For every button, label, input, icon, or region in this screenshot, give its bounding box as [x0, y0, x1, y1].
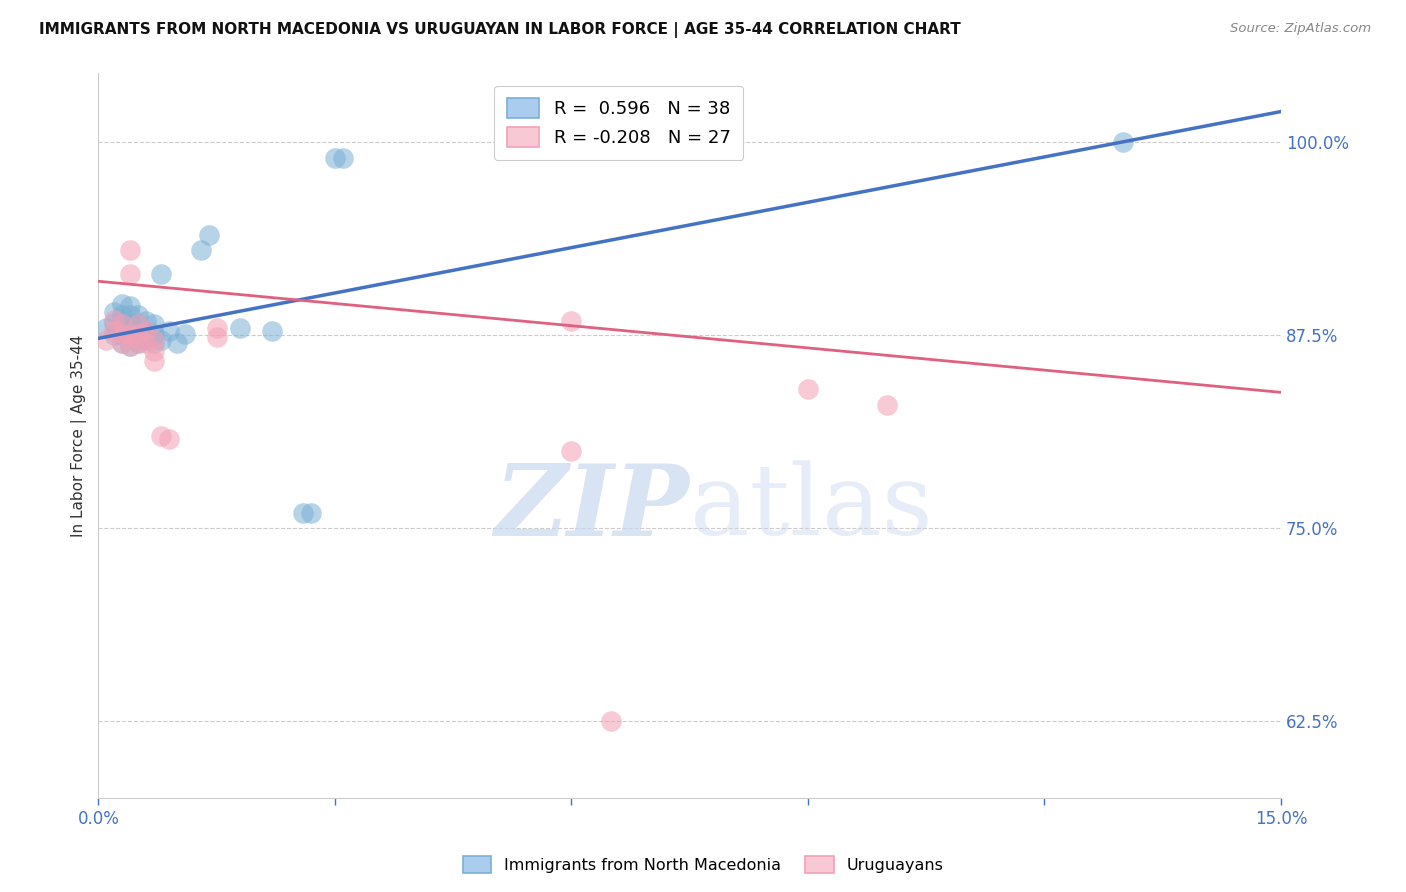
- Point: [135, 324, 157, 338]
- Point: [111, 308, 134, 322]
- Point: [127, 336, 149, 351]
- Point: [142, 318, 165, 332]
- Point: [150, 267, 173, 281]
- Point: [127, 336, 149, 351]
- Point: [118, 328, 141, 343]
- Point: [127, 326, 149, 341]
- Point: [190, 244, 212, 258]
- Point: [142, 343, 165, 358]
- Point: [103, 328, 125, 343]
- Point: [135, 333, 157, 347]
- Point: [103, 313, 125, 327]
- Point: [118, 267, 141, 281]
- Point: [157, 432, 180, 446]
- Point: [111, 318, 134, 332]
- Legend: Immigrants from North Macedonia, Uruguayans: Immigrants from North Macedonia, Uruguay…: [456, 849, 950, 880]
- Point: [135, 314, 157, 328]
- Point: [150, 428, 173, 442]
- Point: [118, 339, 141, 353]
- Point: [118, 308, 141, 322]
- Point: [797, 382, 820, 396]
- Text: Source: ZipAtlas.com: Source: ZipAtlas.com: [1230, 22, 1371, 36]
- Point: [111, 297, 134, 311]
- Point: [150, 333, 173, 347]
- Point: [142, 333, 165, 347]
- Point: [142, 326, 165, 341]
- Point: [332, 151, 354, 165]
- Point: [103, 324, 125, 338]
- Point: [135, 336, 157, 351]
- Point: [599, 714, 621, 728]
- Point: [135, 324, 157, 338]
- Point: [229, 320, 252, 334]
- Text: IMMIGRANTS FROM NORTH MACEDONIA VS URUGUAYAN IN LABOR FORCE | AGE 35-44 CORRELAT: IMMIGRANTS FROM NORTH MACEDONIA VS URUGU…: [39, 22, 962, 38]
- Legend: R =  0.596   N = 38, R = -0.208   N = 27: R = 0.596 N = 38, R = -0.208 N = 27: [494, 86, 744, 160]
- Point: [96, 333, 118, 347]
- Point: [127, 318, 149, 332]
- Point: [111, 336, 134, 351]
- Point: [876, 398, 898, 412]
- Point: [111, 326, 134, 341]
- Point: [157, 324, 180, 338]
- Point: [111, 318, 134, 332]
- Point: [205, 330, 228, 344]
- Point: [142, 336, 165, 351]
- Point: [118, 339, 141, 353]
- Point: [111, 336, 134, 351]
- Point: [127, 318, 149, 332]
- Point: [260, 324, 283, 338]
- Point: [166, 336, 188, 351]
- Point: [103, 305, 125, 319]
- Point: [127, 326, 149, 341]
- Point: [103, 316, 125, 330]
- Point: [118, 328, 141, 343]
- Point: [174, 326, 197, 341]
- Point: [560, 314, 582, 328]
- Point: [292, 506, 315, 520]
- Y-axis label: In Labor Force | Age 35-44: In Labor Force | Age 35-44: [72, 334, 87, 537]
- Point: [118, 244, 141, 258]
- Point: [118, 299, 141, 313]
- Point: [205, 320, 228, 334]
- Point: [96, 320, 118, 334]
- Point: [127, 308, 149, 322]
- Point: [299, 506, 322, 520]
- Point: [118, 318, 141, 332]
- Point: [1112, 136, 1135, 150]
- Point: [111, 326, 134, 341]
- Text: ZIP: ZIP: [495, 459, 690, 557]
- Point: [197, 227, 219, 242]
- Point: [560, 444, 582, 458]
- Point: [323, 151, 346, 165]
- Text: atlas: atlas: [690, 460, 932, 556]
- Point: [142, 354, 165, 368]
